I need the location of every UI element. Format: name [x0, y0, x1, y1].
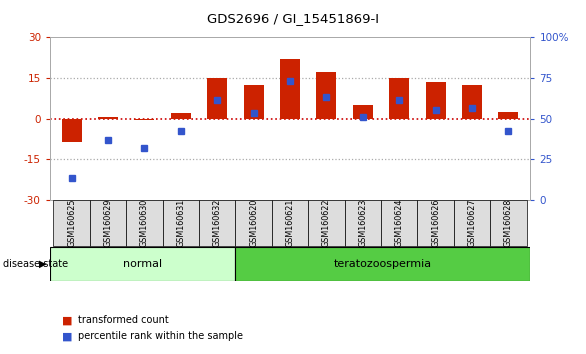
Text: teratozoospermia: teratozoospermia: [334, 259, 432, 269]
Bar: [53, 200, 90, 246]
Text: percentile rank within the sample: percentile rank within the sample: [78, 331, 243, 341]
Bar: [244, 85, 264, 119]
Bar: [272, 200, 308, 246]
Bar: [353, 105, 373, 119]
Bar: [280, 59, 300, 119]
Text: GSM160626: GSM160626: [431, 199, 440, 247]
Text: disease state: disease state: [3, 259, 68, 269]
Bar: [425, 82, 446, 119]
Text: GSM160627: GSM160627: [468, 199, 476, 247]
Bar: [62, 119, 81, 142]
Text: GSM160629: GSM160629: [104, 199, 113, 247]
Bar: [308, 200, 345, 246]
Text: ■: ■: [62, 331, 72, 341]
Bar: [236, 200, 272, 246]
Bar: [134, 119, 155, 120]
Bar: [236, 247, 530, 281]
Text: transformed count: transformed count: [78, 315, 169, 325]
Bar: [163, 200, 199, 246]
Text: GSM160631: GSM160631: [176, 199, 185, 247]
Text: GSM160632: GSM160632: [213, 199, 222, 247]
Bar: [490, 200, 527, 246]
Text: GSM160624: GSM160624: [395, 199, 404, 247]
Bar: [454, 200, 490, 246]
Text: GSM160625: GSM160625: [67, 199, 76, 247]
Text: GSM160623: GSM160623: [359, 199, 367, 247]
Text: GSM160621: GSM160621: [285, 199, 295, 247]
Bar: [98, 117, 118, 119]
Bar: [417, 200, 454, 246]
Text: GSM160622: GSM160622: [322, 199, 331, 247]
Text: ▶: ▶: [39, 259, 47, 269]
Text: GSM160628: GSM160628: [504, 199, 513, 247]
Bar: [207, 78, 227, 119]
Bar: [389, 78, 409, 119]
Bar: [199, 200, 236, 246]
Bar: [499, 112, 519, 119]
Text: GSM160630: GSM160630: [140, 199, 149, 247]
Bar: [381, 200, 417, 246]
Text: normal: normal: [123, 259, 162, 269]
Bar: [462, 85, 482, 119]
Bar: [345, 200, 381, 246]
Text: GSM160620: GSM160620: [249, 199, 258, 247]
Bar: [316, 73, 336, 119]
Bar: [90, 200, 126, 246]
Bar: [171, 113, 191, 119]
Text: GDS2696 / GI_15451869-I: GDS2696 / GI_15451869-I: [207, 12, 379, 25]
Bar: [50, 247, 236, 281]
Bar: [126, 200, 163, 246]
Text: ■: ■: [62, 315, 72, 325]
